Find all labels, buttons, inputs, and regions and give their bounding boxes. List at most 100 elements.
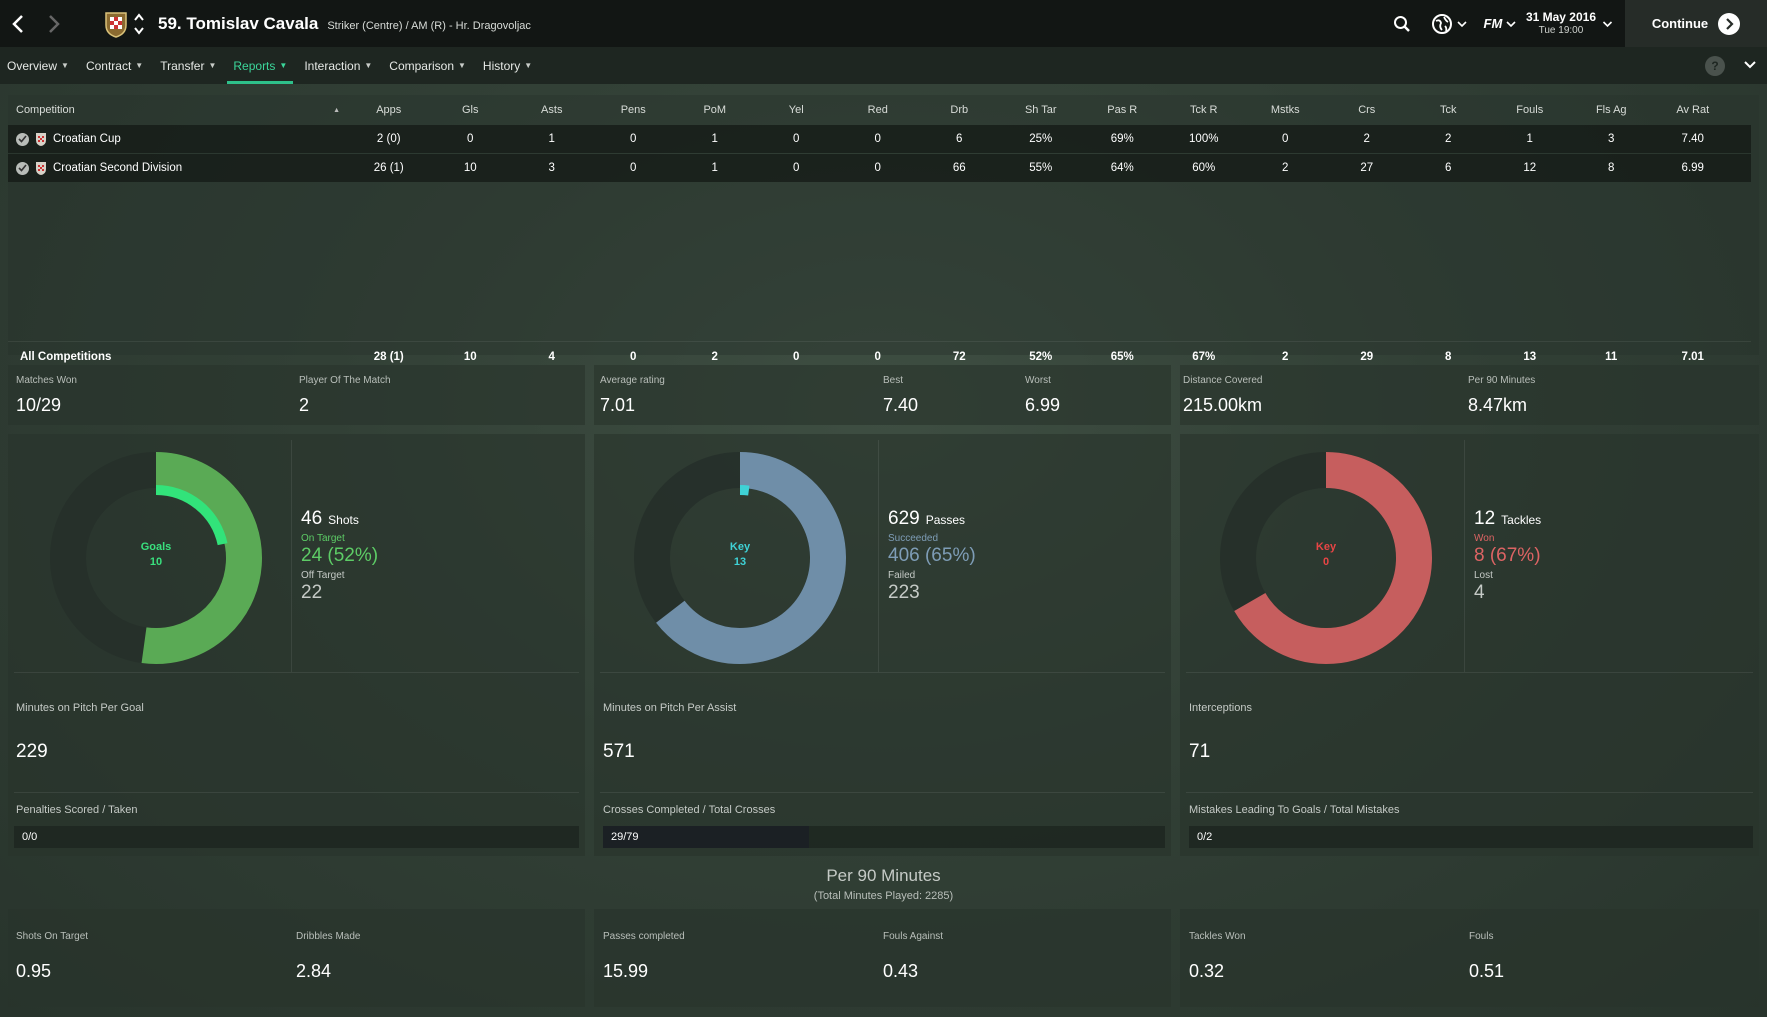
competition-name[interactable]: Croatian Second Division [53, 162, 183, 174]
cell: 25% [1029, 133, 1053, 145]
tackles-donut-chart [1220, 452, 1432, 664]
player-switch-icon[interactable] [132, 10, 146, 38]
on-target-label: On Target [301, 533, 345, 544]
distance-label: Distance Covered [1183, 375, 1263, 386]
tab-history[interactable]: History ▼ [483, 47, 532, 84]
fm-menu-button[interactable]: FM [1474, 0, 1526, 47]
column-fls-ag[interactable]: Fls Ag [1595, 104, 1627, 116]
column-av-rat[interactable]: Av Rat [1676, 104, 1710, 116]
divider [14, 672, 579, 673]
penalties-label: Penalties Scored / Taken [16, 804, 138, 816]
chevron-down-icon: ▼ [61, 61, 69, 70]
column-gls[interactable]: Gls [462, 104, 479, 116]
per90-attack-panel: Shots On Target 0.95 Dribbles Made 2.84 [8, 909, 585, 1007]
donut-key-segment [155, 485, 228, 546]
club-crest-icon[interactable] [104, 10, 128, 38]
column-drb[interactable]: Drb [950, 104, 969, 116]
cell: 7.40 [1681, 133, 1704, 145]
crosses-bar-fill [603, 826, 810, 848]
help-icon[interactable]: ? [1705, 56, 1725, 76]
passes-card: Key 13 629 Passes Succeeded 406 (65%) Fa… [594, 434, 1171, 856]
table-row[interactable]: Croatian Cup 2 (0) 0 1 0 1 0 0 6 25% 69%… [8, 125, 1751, 153]
calendar-button[interactable]: 31 May 2016 Tue 19:00 [1526, 0, 1625, 47]
top-bar: 59. Tomislav Cavala Striker (Centre) / A… [0, 0, 1767, 47]
failed-value: 223 [888, 582, 920, 603]
tab-contract[interactable]: Contract ▼ [86, 47, 143, 84]
cell: 100% [1189, 133, 1219, 145]
shots-donut-chart [50, 452, 262, 664]
passes-total-value: 629 [888, 508, 920, 529]
lost-label: Lost [1474, 570, 1493, 581]
column-competition[interactable]: Competition ▲ [8, 104, 348, 116]
column-pens[interactable]: Pens [620, 104, 646, 116]
cell: 1 [711, 133, 718, 145]
column-yel[interactable]: Yel [788, 104, 804, 116]
tab-reports[interactable]: Reports ▼ [227, 47, 294, 84]
search-button[interactable] [1380, 0, 1424, 47]
shots-total: 46 Shots [301, 508, 359, 530]
tab-transfer[interactable]: Transfer ▼ [160, 47, 216, 84]
per90-label: Dribbles Made [296, 931, 361, 942]
column-red[interactable]: Red [867, 104, 888, 116]
cell: 13 [1523, 350, 1537, 363]
cell: 0 [874, 350, 881, 363]
chevron-down-icon [1457, 20, 1467, 27]
rating-summary-panel: Average rating 7.01 Best 7.40 Worst 6.99 [594, 365, 1171, 425]
per90-label: Tackles Won [1189, 931, 1246, 942]
forward-button[interactable] [36, 0, 72, 47]
potm-value: 2 [299, 395, 310, 415]
column-asts[interactable]: Asts [541, 104, 563, 116]
donut-key-segment [739, 485, 750, 496]
tab-overview[interactable]: Overview ▼ [7, 47, 69, 84]
world-menu-button[interactable] [1424, 0, 1474, 47]
column-tck[interactable]: Tck [1440, 104, 1457, 116]
check-icon[interactable] [16, 132, 29, 146]
column-crs[interactable]: Crs [1358, 104, 1376, 116]
column-fouls[interactable]: Fouls [1516, 104, 1544, 116]
column-apps[interactable]: Apps [376, 104, 402, 116]
interceptions-value: 71 [1189, 741, 1211, 762]
cell: 26 (1) [373, 162, 404, 174]
chevron-down-icon: ▼ [279, 61, 288, 70]
table-row[interactable]: Croatian Second Division 26 (1) 10 3 0 1… [8, 154, 1751, 182]
cell: 2 [1363, 133, 1370, 145]
cell: 2 (0) [376, 133, 401, 145]
check-icon[interactable] [16, 161, 29, 175]
best-rating-value: 7.40 [883, 395, 919, 415]
distance-value: 215.00km [1183, 395, 1263, 415]
per90-value: 0.43 [883, 961, 919, 981]
globe-icon [1431, 13, 1452, 34]
tab-label: Overview [7, 58, 58, 73]
per90-value: 0.51 [1469, 961, 1505, 981]
cell: 27 [1360, 162, 1374, 174]
cell: 69% [1110, 133, 1134, 145]
per90-title: Per 90 Minutes [826, 866, 941, 885]
per90-value: 15.99 [603, 961, 649, 981]
cell: 12 [1523, 162, 1537, 174]
column-tck-r[interactable]: Tck R [1190, 104, 1218, 116]
minutes-per-goal-label: Minutes on Pitch Per Goal [16, 702, 144, 714]
tab-bar: Overview ▼ Contract ▼ Transfer ▼ Reports ▼ I… [0, 47, 1767, 84]
donut-main-segment [141, 452, 262, 664]
column-pas-r[interactable]: Pas R [1107, 104, 1138, 116]
tab-comparison[interactable]: Comparison ▼ [389, 47, 466, 84]
distance-per90-label: Per 90 Minutes [1468, 375, 1536, 386]
donut-main-segment [656, 452, 846, 664]
player-position-club[interactable]: Striker (Centre) / AM (R) - Hr. Dragovol… [327, 19, 531, 32]
tab-interaction[interactable]: Interaction ▼ [304, 47, 372, 84]
passes-total: 629 Passes [888, 508, 965, 530]
column-pom[interactable]: PoM [703, 104, 727, 116]
cell: 72 [952, 350, 966, 363]
column-sh-tar[interactable]: Sh Tar [1024, 104, 1057, 116]
column-mstks[interactable]: Mstks [1270, 104, 1300, 116]
collapse-chevron-icon[interactable] [1743, 55, 1757, 75]
competition-name[interactable]: Croatian Cup [53, 133, 121, 145]
continue-button[interactable]: Continue [1625, 0, 1767, 47]
cell: 2 [1282, 350, 1289, 363]
cell: 11 [1605, 350, 1618, 363]
per90-label: Passes completed [603, 931, 685, 942]
on-target-value: 24 (52%) [301, 545, 379, 566]
succeeded-label: Succeeded [888, 533, 939, 544]
cell: 1 [711, 162, 718, 174]
back-button[interactable] [0, 0, 36, 47]
